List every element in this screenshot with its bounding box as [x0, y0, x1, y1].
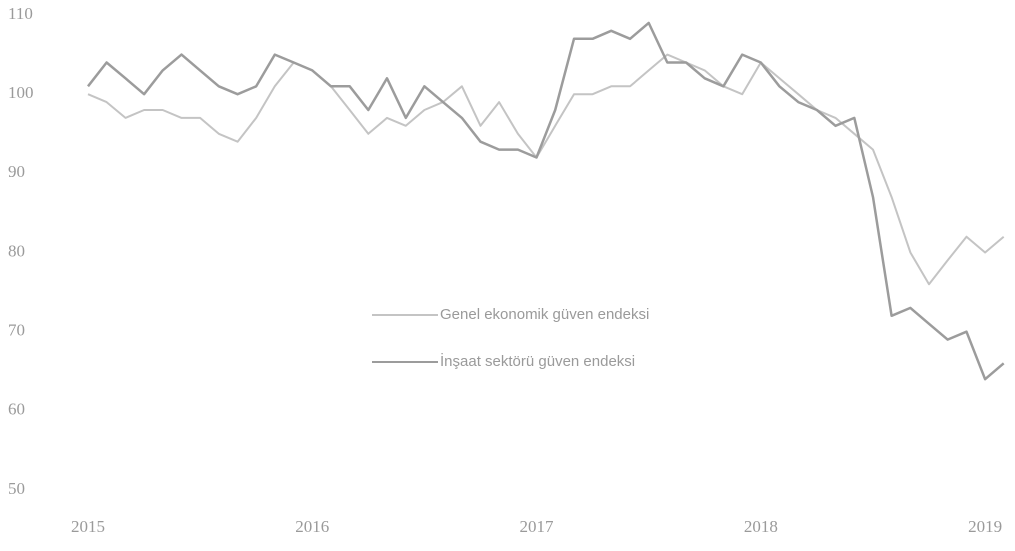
series-line — [87, 53, 1005, 286]
y-tick-label: 60 — [8, 400, 25, 419]
y-tick-label: 70 — [8, 321, 25, 340]
y-tick-label: 80 — [8, 241, 25, 260]
legend-label: Genel ekonomik güven endeksi — [440, 306, 649, 323]
y-tick-label: 100 — [8, 83, 34, 102]
legend-label: İnşaat sektörü güven endeksi — [440, 352, 635, 370]
x-tick-label: 2015 — [71, 517, 105, 536]
series-line — [87, 21, 1005, 381]
y-tick-label: 90 — [8, 162, 25, 181]
x-tick-label: 2017 — [520, 517, 555, 536]
x-tick-label: 2019 — [968, 517, 1002, 536]
x-tick-label: 2018 — [744, 517, 778, 536]
x-tick-label: 2016 — [295, 517, 329, 536]
y-tick-label: 50 — [8, 479, 25, 498]
y-tick-label: 110 — [8, 4, 33, 23]
